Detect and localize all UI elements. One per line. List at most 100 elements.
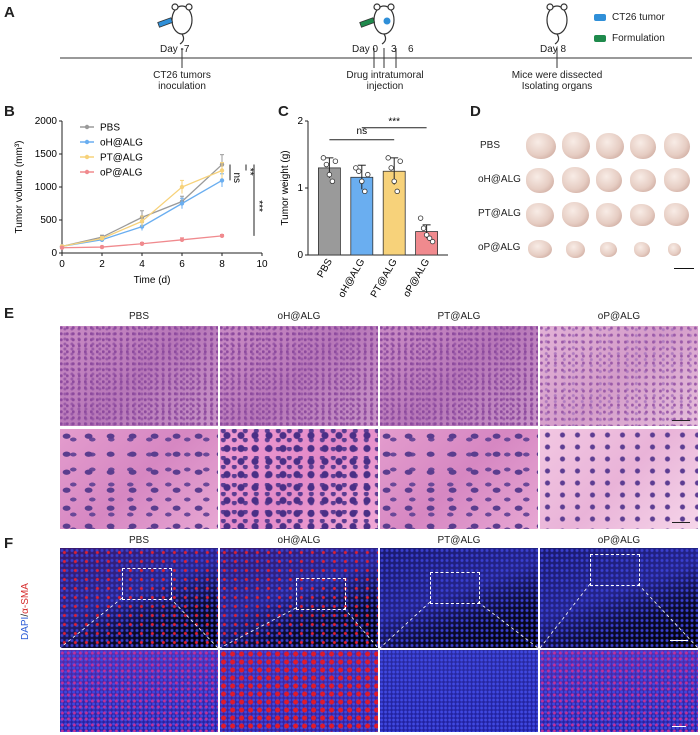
data-point: [99, 236, 105, 241]
scale-bar: [672, 726, 686, 727]
legend-swatch-tumor: [594, 14, 606, 21]
event-label: CT26 tumors inoculation: [153, 70, 211, 92]
tumor-photo: [566, 241, 585, 258]
legend-label-tumor: CT26 tumor: [612, 12, 665, 23]
sma-label: α-SMA: [20, 583, 31, 614]
tumor-photo: [526, 133, 556, 159]
data-point: [391, 178, 397, 184]
if-image-low-op: [540, 548, 698, 648]
data-point: [429, 238, 436, 245]
legend-marker: [84, 154, 90, 160]
event-label: Mice were dissected Isolating organs: [511, 70, 603, 92]
data-point: [385, 155, 391, 161]
y-axis-label: Tumor weight (g): [280, 150, 291, 225]
x-tick-label: 0: [59, 259, 65, 270]
he-image-high-op: [540, 429, 698, 529]
tumor-photo: [596, 203, 622, 227]
tumor-photo: [664, 203, 689, 226]
y-tick-label: 0: [297, 250, 303, 261]
data-point: [323, 161, 330, 168]
tumor-photo: [600, 242, 617, 257]
event-label: Drug intratumoral injection: [346, 70, 424, 92]
sig-label: ns: [357, 126, 368, 137]
tumor-photo: [664, 133, 690, 159]
row-label: oH@ALG: [478, 174, 521, 185]
day-label: 6: [408, 44, 414, 55]
he-header: oP@ALG: [597, 311, 641, 322]
sig-label: **: [244, 168, 255, 176]
panel-label-b: B: [4, 103, 15, 120]
x-tick-label: 4: [139, 259, 145, 270]
panel-label-f: F: [4, 535, 14, 552]
data-point: [179, 184, 185, 190]
day-label: Day 0: [352, 44, 379, 55]
tumor-photo: [596, 133, 624, 159]
tumor-weight-chart: 0 1 2 Tumor weight (g) PBS oH@ALG PT@ALG oP@ALG…: [280, 116, 448, 300]
legend-label: PBS: [100, 123, 120, 134]
zoom-box: [590, 554, 640, 586]
tumor-photo: [630, 169, 656, 192]
scale-bar: [670, 640, 688, 641]
legend-marker: [84, 124, 90, 130]
zoom-box: [430, 572, 480, 604]
data-point: [388, 165, 394, 171]
if-image-high-oh: [220, 650, 378, 732]
zoom-guides: [60, 583, 699, 649]
panel-label-e: E: [4, 305, 15, 322]
he-header: PBS: [128, 311, 149, 322]
he-image-low-op: [540, 326, 698, 426]
panel-label-c: C: [278, 103, 289, 120]
day-label: Day -7: [160, 44, 190, 55]
x-tick-label: oH@ALG: [336, 257, 367, 300]
y-tick-label: 1: [297, 183, 303, 194]
data-point: [179, 237, 185, 242]
tumor-photo: [634, 242, 650, 257]
syringe-icon: [359, 17, 376, 28]
data-point: [179, 201, 185, 206]
legend-swatch-formulation: [594, 35, 606, 42]
data-point: [59, 245, 65, 250]
if-header: oH@ALG: [277, 535, 321, 546]
if-ylabel: DAPI/α-SMA: [20, 583, 31, 640]
row-label: PBS: [480, 140, 501, 151]
zoom-box: [296, 578, 346, 610]
data-point: [326, 171, 333, 178]
he-image-low-pbs: [60, 326, 218, 426]
x-tick-label: oP@ALG: [401, 257, 432, 299]
legend-label: PT@ALG: [100, 153, 143, 164]
data-point: [320, 155, 327, 161]
panel-label-a: A: [4, 4, 15, 21]
row-label: PT@ALG: [478, 208, 521, 219]
timeline-diagram: [60, 3, 692, 68]
mouse-icon: [546, 3, 568, 45]
dapi-label: DAPI: [20, 616, 31, 640]
data-point: [362, 188, 368, 195]
if-header: oP@ALG: [597, 535, 641, 546]
y-tick-label: 2: [297, 116, 303, 127]
data-point: [332, 158, 339, 164]
sig-label: ns: [231, 172, 242, 183]
he-image-high-pt: [380, 429, 538, 529]
data-point: [139, 224, 145, 229]
if-image-high-pbs: [60, 650, 218, 732]
x-tick-label: 10: [256, 259, 268, 270]
tumor-photo: [562, 132, 590, 159]
data-point: [423, 232, 430, 238]
data-point: [139, 241, 145, 246]
legend-label-formulation: Formulation: [612, 33, 665, 44]
data-point: [99, 244, 105, 250]
data-point: [417, 215, 424, 221]
data-point: [420, 225, 427, 231]
syringe-icon: [157, 17, 174, 28]
if-image-high-pt: [380, 650, 538, 732]
if-image-low-pt: [380, 548, 538, 648]
row-label: oP@ALG: [478, 242, 521, 253]
data-point: [139, 219, 145, 224]
he-header: PT@ALG: [437, 311, 481, 322]
mouse-icon: [171, 3, 193, 45]
x-tick-label: PBS: [315, 257, 335, 280]
series-line-2: [61, 169, 223, 248]
he-image-high-oh: [220, 429, 378, 529]
tumor-volume-chart: 0 2 4 6 8 10 0 500 1000 1500 2000 Time (d) Tumor vol…: [14, 116, 268, 286]
y-tick-label: 1500: [35, 149, 58, 160]
